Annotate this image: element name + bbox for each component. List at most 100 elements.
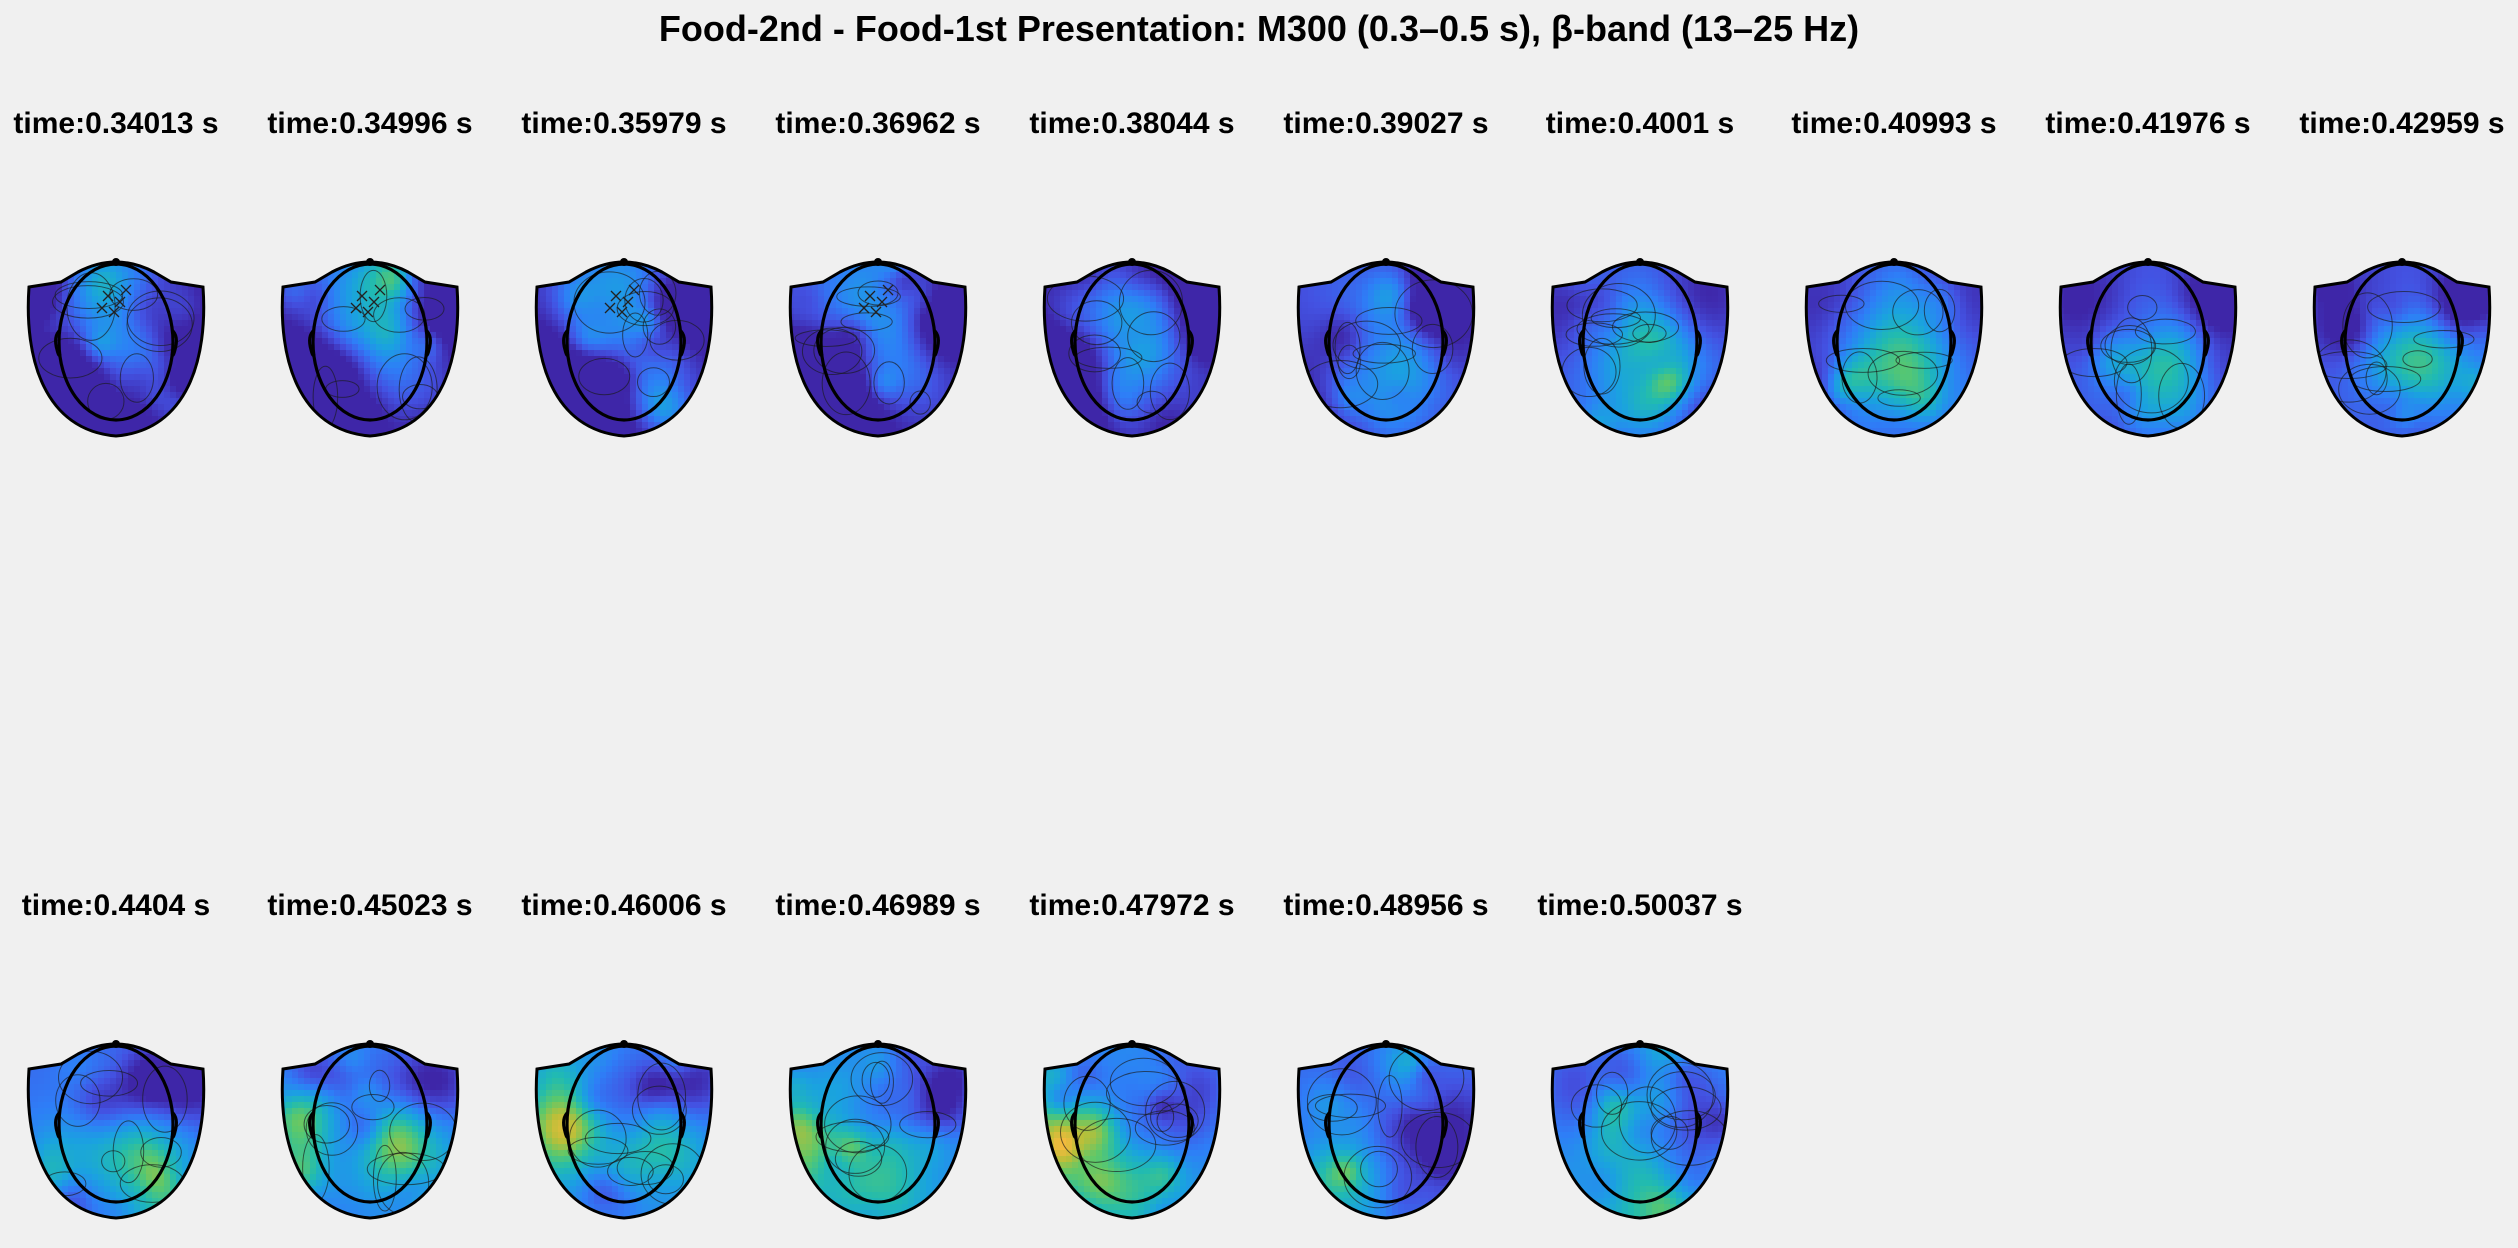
topomap-title: time:0.40993 s [1791,107,1997,140]
topomap [26,1040,206,1220]
topomap-field [1298,262,1474,436]
nose-marker [112,258,120,266]
left-ear [1070,1110,1078,1139]
nose-marker [620,258,628,266]
right-ear [424,328,432,357]
topomap-title: time:0.46989 s [775,889,981,922]
left-ear [308,328,316,357]
topomap-contours [573,270,705,398]
significance-markers [350,284,386,318]
nose-marker [1636,1040,1644,1048]
right-ear [170,1110,178,1139]
nose-marker [874,258,882,266]
topomap-title: time:0.4001 s [1545,107,1735,140]
right-ear [170,328,178,357]
nose-marker [1382,1040,1390,1048]
topomap [534,258,714,438]
topomap-field [2314,262,2490,436]
nose-marker [1382,258,1390,266]
topomap-field [1044,262,1220,436]
nose-marker [112,1040,120,1048]
right-ear [678,1110,686,1139]
nose-marker [1890,258,1898,266]
left-ear [1324,1110,1332,1139]
topomap-title: time:0.48956 s [1283,889,1489,922]
topomap-title: time:0.50037 s [1537,889,1743,922]
topomap-contours [815,1052,957,1203]
right-ear [1186,1110,1194,1139]
right-ear [932,1110,940,1139]
topomap [788,1040,968,1220]
topomap-title: time:0.4404 s [21,889,211,922]
topomap-title: time:0.39027 s [1283,107,1489,140]
topomap-title: time:0.34013 s [13,107,219,140]
topomap-field [2060,262,2236,436]
topomap [2058,258,2238,438]
topomap [1296,258,1476,438]
topomap [1550,258,1730,438]
topomap [788,258,968,438]
left-ear [1070,328,1078,357]
nose-marker [620,1040,628,1048]
nose-marker [1128,258,1136,266]
topomap-title: time:0.45023 s [267,889,473,922]
topomap-title: time:0.41976 s [2045,107,2251,140]
right-ear [932,328,940,357]
topomap-field [790,262,966,436]
significance-markers [858,284,894,318]
significance-markers [96,284,132,318]
left-ear [2340,328,2348,357]
topomap-contours [794,280,931,416]
right-ear [1948,328,1956,357]
right-ear [678,328,686,357]
topomap-title: time:0.35979 s [521,107,727,140]
topomap-contours [38,272,195,420]
topomap [1296,1040,1476,1220]
right-ear [2456,328,2464,357]
topomap-field [1806,262,1982,436]
topomap [534,1040,714,1220]
topomap [280,258,460,438]
topomap [1042,1040,1222,1220]
right-ear [1694,328,1702,357]
topomap-field [28,1044,204,1218]
topomap [1804,258,1984,438]
right-ear [1694,1110,1702,1139]
figure-title: Food-2nd - Food-1st Presentation: M300 (… [658,8,1860,49]
topomap-title: time:0.36962 s [775,107,981,140]
topomap [280,1040,460,1220]
topomap-field [1552,1044,1728,1218]
topomap-title: time:0.34996 s [267,107,473,140]
left-ear [562,1110,570,1139]
nose-marker [1636,258,1644,266]
nose-marker [2398,258,2406,266]
right-ear [424,1110,432,1139]
nose-marker [366,258,374,266]
left-ear [308,1110,316,1139]
left-ear [816,328,824,357]
left-ear [54,328,62,357]
topomap-field [282,1044,458,1218]
left-ear [54,1110,62,1139]
significance-markers [604,284,640,318]
nose-marker [1128,1040,1136,1048]
left-ear [1832,328,1840,357]
topomap-contours [312,269,445,429]
topomap-field [1552,262,1728,436]
topomap [1042,258,1222,438]
right-ear [1186,328,1194,357]
topomap [2312,258,2492,438]
topomap-title: time:0.38044 s [1029,107,1235,140]
topomap [26,258,206,438]
nose-marker [2144,258,2152,266]
topomap-contours [1561,282,1680,398]
left-ear [2086,328,2094,357]
left-ear [1578,328,1586,357]
topomap-title: time:0.42959 s [2299,107,2505,140]
left-ear [1578,1110,1586,1139]
topomap-field [282,262,458,436]
nose-marker [874,1040,882,1048]
nose-marker [366,1040,374,1048]
left-ear [1324,328,1332,357]
